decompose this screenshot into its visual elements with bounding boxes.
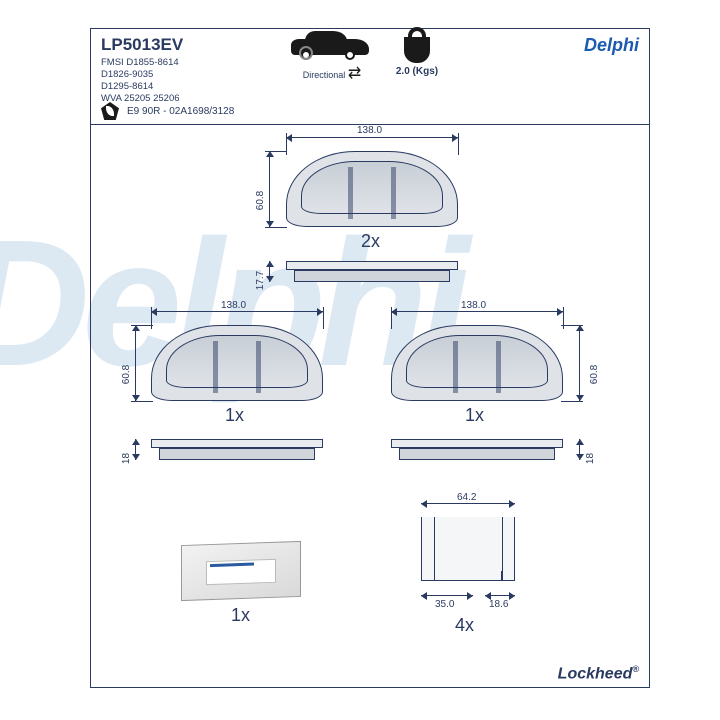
top-pad-edge-friction bbox=[294, 270, 450, 282]
eco-leaf-icon bbox=[101, 102, 119, 120]
reference-codes: FMSI D1855-8614 D1826-9035 D1295-8614 WV… bbox=[101, 57, 639, 105]
clip-width-dim bbox=[421, 503, 515, 504]
packet-qty: 1x bbox=[231, 605, 250, 626]
directional-block: Directional ⇄ bbox=[297, 67, 365, 81]
right-pad-width-label: 138.0 bbox=[461, 300, 486, 311]
left-pad-height-dim bbox=[135, 325, 136, 401]
weight-value: 2.0 (Kgs) bbox=[387, 66, 447, 77]
left-pad-edge-backplate bbox=[151, 439, 323, 448]
right-pad-height-dim bbox=[579, 325, 580, 401]
cert-text: E9 90R - 02A1698/3128 bbox=[127, 106, 234, 117]
directional-arrows-icon: ⇄ bbox=[348, 65, 359, 82]
top-pad-thickness-dim bbox=[269, 261, 270, 282]
top-pad-height-label: 60.8 bbox=[255, 191, 266, 210]
brand-top: Delphi bbox=[584, 35, 639, 56]
weight-icon bbox=[404, 37, 430, 63]
fmsi-prefix: FMSI bbox=[101, 57, 124, 68]
cert-row: E9 90R - 02A1698/3128 bbox=[101, 102, 234, 120]
left-pad-thickness-dim bbox=[135, 439, 136, 460]
clip-foot-b-label: 18.6 bbox=[489, 599, 508, 610]
left-pad-height-label: 60.8 bbox=[121, 365, 132, 384]
clip-width-label: 64.2 bbox=[457, 492, 476, 503]
top-pad-width-label: 138.0 bbox=[357, 125, 382, 136]
right-pad-thickness-dim bbox=[579, 439, 580, 460]
right-pad-edge-backplate bbox=[391, 439, 563, 448]
top-pad-height-dim bbox=[269, 151, 270, 227]
fmsi-code-0: D1855-8614 bbox=[126, 57, 178, 68]
right-pad-face bbox=[391, 325, 563, 401]
fmsi-code-1: D1826-9035 bbox=[101, 69, 153, 80]
clip-foot-a-label: 35.0 bbox=[435, 599, 454, 610]
left-pad-qty: 1x bbox=[225, 405, 244, 426]
left-pad-width-label: 138.0 bbox=[221, 300, 246, 311]
weight-block: 2.0 (Kgs) bbox=[387, 37, 447, 77]
top-pad-thickness-label: 17.7 bbox=[255, 271, 266, 290]
left-pad-thickness-label: 18 bbox=[121, 453, 132, 464]
top-pad-qty: 2x bbox=[361, 231, 380, 252]
right-pad-edge-friction bbox=[399, 448, 555, 460]
datasheet-frame: LP5013EV FMSI D1855-8614 D1826-9035 D129… bbox=[90, 28, 650, 688]
clip-qty: 4x bbox=[455, 615, 474, 636]
fmsi-code-2: D1295-8614 bbox=[101, 81, 153, 92]
top-pad-face bbox=[286, 151, 458, 227]
clip-foot-b-dim bbox=[485, 595, 515, 596]
header-panel: LP5013EV FMSI D1855-8614 D1826-9035 D129… bbox=[91, 29, 649, 125]
top-pad-width-dim bbox=[286, 137, 458, 138]
footer-brand: Lockheed® bbox=[558, 664, 639, 683]
grease-packet bbox=[181, 541, 301, 601]
footer-brand-text: Lockheed bbox=[558, 665, 633, 682]
directional-label: Directional bbox=[303, 70, 346, 80]
top-pad-edge-backplate bbox=[286, 261, 458, 270]
right-pad-width-dim bbox=[391, 311, 563, 312]
registered-icon: ® bbox=[632, 664, 639, 674]
left-pad-face bbox=[151, 325, 323, 401]
right-pad-qty: 1x bbox=[465, 405, 484, 426]
clip-foot-a-dim bbox=[421, 595, 473, 596]
hardware-clip bbox=[421, 517, 515, 581]
car-axle-icon bbox=[291, 39, 371, 55]
left-pad-edge-friction bbox=[159, 448, 315, 460]
right-pad-thickness-label: 18 bbox=[585, 453, 596, 464]
drawing-area: 138.0 60.8 2x 17.7 138.0 60.8 1x bbox=[91, 125, 649, 687]
left-pad-width-dim bbox=[151, 311, 323, 312]
right-pad-height-label: 60.8 bbox=[589, 365, 600, 384]
